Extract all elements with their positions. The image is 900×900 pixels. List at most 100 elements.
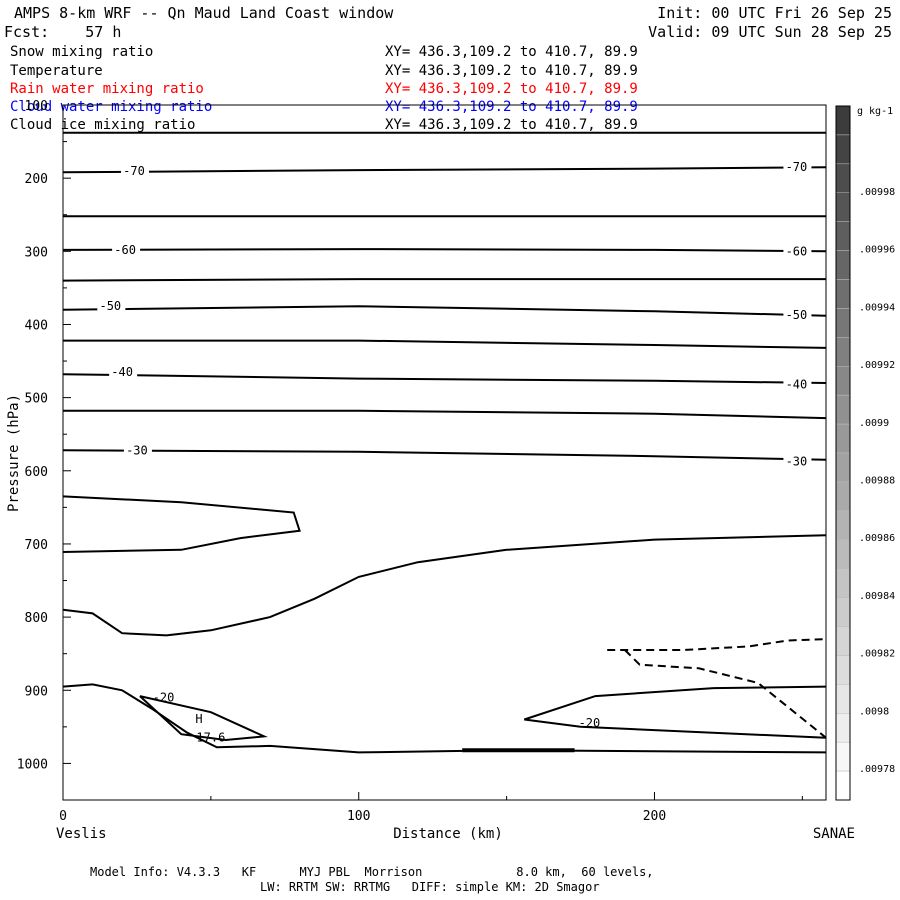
y-tick-label: 700 bbox=[25, 538, 48, 553]
colorbar-frame bbox=[835, 105, 851, 801]
field-name-temperature: Temperature bbox=[10, 63, 103, 79]
colorbar-segment bbox=[835, 337, 851, 367]
colorbar-segment bbox=[835, 626, 851, 656]
valid-time: Valid: 09 UTC Sun 28 Sep 25 bbox=[648, 23, 892, 41]
y-tick-label: 100 bbox=[25, 99, 48, 114]
colorbar-segment bbox=[835, 510, 851, 541]
contour-line bbox=[62, 495, 301, 553]
colorbar-segment bbox=[835, 394, 851, 425]
contour-label-bg bbox=[109, 364, 138, 381]
x-axis-label: Distance (km) bbox=[393, 826, 503, 842]
contour-label-bg bbox=[120, 162, 149, 179]
contour-label: -50 bbox=[786, 308, 808, 322]
colorbar-segment bbox=[835, 192, 851, 222]
x-right-endpoint: SANAE bbox=[813, 826, 855, 842]
field-xy-temperature: XY= 436.3,109.2 to 410.7, 89.9 bbox=[385, 63, 638, 79]
extremum-annotation: 17.6 bbox=[196, 730, 225, 744]
colorbar-segment bbox=[835, 597, 851, 627]
contour-label-bg bbox=[783, 376, 812, 393]
colorbar-segment bbox=[835, 539, 851, 569]
contour-label: -60 bbox=[114, 243, 136, 257]
y-axis-label: Pressure (hPa) bbox=[6, 394, 22, 512]
colorbar-segment bbox=[835, 308, 851, 338]
colorbar-segment bbox=[835, 250, 851, 280]
y-tick-label: 1000 bbox=[17, 757, 48, 772]
contour-label: -30 bbox=[126, 443, 148, 457]
contour-label-bg bbox=[783, 306, 812, 323]
colorbar-label: .0099 bbox=[859, 418, 889, 429]
contour-line bbox=[63, 409, 827, 420]
contour-label: -70 bbox=[786, 160, 808, 174]
colorbar-segment bbox=[835, 655, 851, 685]
field-name-snow: Snow mixing ratio bbox=[10, 44, 154, 60]
chart-title: AMPS 8-km WRF -- Qn Maud Land Coast wind… bbox=[14, 4, 394, 22]
y-tick-label: 300 bbox=[25, 245, 48, 260]
contour-line bbox=[62, 166, 827, 174]
x-tick-label: 0 bbox=[59, 809, 67, 824]
colorbar-segment bbox=[835, 713, 851, 743]
colorbar-label: .00978 bbox=[859, 764, 895, 775]
y-tick-label: 800 bbox=[25, 611, 48, 626]
colorbar-segment bbox=[835, 568, 851, 598]
contour-line bbox=[607, 638, 827, 651]
contour-line bbox=[624, 649, 827, 739]
field-xy-cloud-water: XY= 436.3,109.2 to 410.7, 89.9 bbox=[385, 99, 638, 115]
contour-label: -40 bbox=[111, 365, 133, 379]
colorbar-segment bbox=[835, 452, 851, 483]
plot-frame bbox=[62, 104, 827, 801]
contour-line bbox=[62, 278, 826, 282]
colorbar-segment bbox=[835, 105, 851, 136]
init-time: Init: 00 UTC Fri 26 Sep 25 bbox=[657, 4, 892, 22]
y-tick-label: 900 bbox=[25, 684, 48, 699]
contour-label: -60 bbox=[786, 244, 808, 258]
contour-label: -30 bbox=[786, 454, 808, 468]
colorbar-label: .00982 bbox=[859, 649, 895, 660]
colorbar-segment bbox=[835, 770, 851, 801]
x-tick-label: 100 bbox=[347, 809, 370, 824]
contour-label: -50 bbox=[99, 299, 121, 313]
field-xy-cloud-ice: XY= 436.3,109.2 to 410.7, 89.9 bbox=[385, 117, 638, 133]
colorbar-label: .00986 bbox=[859, 533, 895, 544]
contour-line bbox=[62, 683, 827, 754]
x-tick-label: 200 bbox=[643, 809, 666, 824]
field-name-cloud-water: Cloud water mixing ratio bbox=[10, 99, 213, 115]
contour-label-bg bbox=[783, 243, 812, 260]
contour-label-bg bbox=[783, 453, 812, 470]
colorbar-segment bbox=[835, 134, 851, 165]
contour-line bbox=[62, 449, 827, 461]
model-info-line2: LW: RRTM SW: RRTMG DIFF: simple KM: 2D S… bbox=[260, 880, 600, 894]
contour-line bbox=[62, 305, 827, 317]
colorbar-label: .00996 bbox=[859, 245, 895, 256]
contour-line bbox=[62, 248, 827, 253]
colorbar-label: .00998 bbox=[859, 187, 895, 198]
field-xy-snow: XY= 436.3,109.2 to 410.7, 89.9 bbox=[385, 44, 638, 60]
colorbar-label: .00994 bbox=[859, 302, 895, 313]
contour-line bbox=[523, 685, 827, 739]
field-xy-rain: XY= 436.3,109.2 to 410.7, 89.9 bbox=[385, 81, 638, 97]
forecast-hour: Fcst: 57 h bbox=[4, 23, 122, 41]
contour-label-bg bbox=[150, 689, 179, 706]
field-name-rain: Rain water mixing ratio bbox=[10, 81, 204, 97]
extremum-annotation: H bbox=[195, 712, 202, 726]
y-tick-label: 600 bbox=[25, 465, 48, 480]
contour-line bbox=[63, 339, 827, 349]
contour-line bbox=[62, 373, 827, 384]
colorbar-label: .00988 bbox=[859, 476, 895, 487]
x-left-endpoint: Veslis bbox=[56, 826, 107, 842]
field-name-cloud-ice: Cloud ice mixing ratio bbox=[10, 117, 196, 133]
model-info-line1: Model Info: V4.3.3 KF MYJ PBL Morrison 8… bbox=[90, 865, 654, 879]
colorbar-label: .00992 bbox=[859, 360, 895, 371]
contour-label-bg bbox=[112, 241, 141, 258]
colorbar-segment bbox=[835, 279, 851, 309]
y-tick-label: 500 bbox=[25, 392, 48, 407]
contour-line bbox=[139, 695, 268, 742]
colorbar-segment bbox=[835, 741, 851, 772]
contour-label: -40 bbox=[786, 377, 808, 391]
colorbar-segment bbox=[835, 366, 851, 396]
contour-label-bg bbox=[97, 298, 126, 315]
contour-label-bg bbox=[123, 442, 152, 459]
colorbar-segment bbox=[835, 423, 851, 454]
contour-label-bg bbox=[783, 159, 812, 176]
colorbar-segment bbox=[835, 221, 851, 251]
